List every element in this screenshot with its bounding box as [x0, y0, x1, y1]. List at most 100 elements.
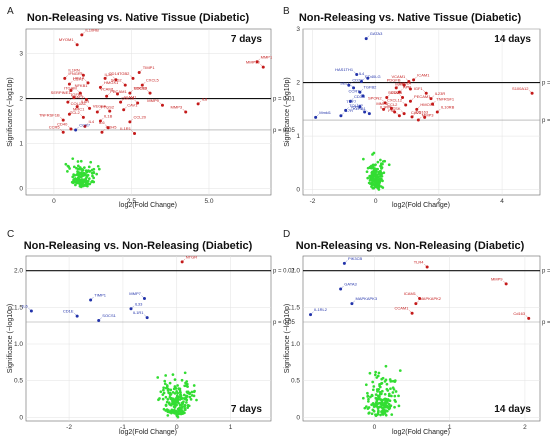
point-ns — [182, 393, 186, 397]
point-ns — [181, 397, 185, 400]
point-ns — [388, 378, 392, 381]
point-label: S100A12 — [512, 86, 529, 91]
x-tick-label: 5.0 — [204, 198, 213, 205]
panel-letter: C — [7, 229, 14, 240]
point-ns — [175, 403, 178, 407]
point-ns — [183, 396, 187, 400]
threshold-label: p = 0.05 — [273, 320, 296, 326]
point-ns — [370, 183, 374, 187]
point-ns — [78, 166, 82, 169]
point-ns — [175, 390, 178, 393]
point-ns — [185, 401, 188, 404]
label-leader — [430, 95, 435, 99]
point-ns — [367, 411, 371, 415]
point-ns — [183, 371, 187, 375]
label-leader — [141, 295, 145, 299]
point-label: CAV1 — [127, 102, 138, 107]
point-ns — [379, 382, 383, 385]
point-label: CSF1 — [73, 77, 84, 82]
point-ns — [192, 384, 196, 387]
point-ns — [166, 414, 170, 417]
point-ns — [85, 170, 88, 174]
point-ns — [387, 392, 391, 396]
point-ns — [170, 408, 174, 412]
panel-letter: B — [283, 6, 290, 17]
point-ns — [398, 369, 402, 372]
label-leader — [67, 125, 72, 130]
point-ns — [185, 380, 189, 383]
point-ns — [78, 184, 82, 188]
y-axis-label: Significance (−log10p) — [7, 304, 14, 373]
x-tick-label: 4 — [500, 198, 504, 205]
point-label: IL33 — [135, 301, 144, 306]
label-leader — [350, 98, 354, 102]
panel-letter: D — [283, 229, 290, 240]
point-ns — [180, 378, 184, 382]
point-ns — [96, 164, 100, 168]
point-ns — [385, 404, 389, 408]
label-leader — [86, 105, 90, 109]
point-label: CD40 — [57, 122, 68, 127]
point-label: SPON2 — [368, 95, 382, 100]
point-label: MMP7 — [129, 291, 141, 296]
y-tick-label: 1 — [19, 140, 23, 147]
point-ns — [376, 394, 380, 398]
point-ns — [76, 160, 80, 163]
point-label: CD1E — [63, 309, 74, 314]
label-leader — [69, 81, 73, 85]
point-ns — [89, 160, 93, 164]
point-ns — [378, 170, 382, 174]
point-ns — [73, 174, 77, 177]
point-ns — [372, 169, 376, 172]
point-ns — [394, 400, 397, 403]
panel-title: Non-Releasing vs. Non-Releasing (Diabeti… — [24, 240, 253, 252]
point-label: IL7R — [345, 108, 354, 113]
label-leader — [383, 106, 387, 110]
point-label: VEGFA — [93, 104, 107, 109]
x-tick-label: 0 — [373, 424, 377, 431]
point-label: TOLLIP — [349, 103, 363, 108]
point-ns — [77, 174, 81, 178]
label-leader — [70, 94, 75, 98]
x-tick-label: 2 — [523, 424, 527, 431]
y-tick-label: 0.5 — [14, 378, 23, 385]
y-tick-label: 1.5 — [14, 304, 23, 311]
point-label: MMP2 — [376, 101, 388, 106]
point-label: SERPINE1 — [51, 90, 72, 95]
point-ns — [166, 398, 170, 401]
label-leader — [260, 64, 264, 68]
label-leader — [131, 130, 135, 134]
label-leader — [144, 314, 148, 318]
point-ns — [397, 394, 400, 398]
point-label: IL1B — [104, 113, 113, 118]
point-label: CAV1 — [411, 110, 422, 115]
point-ns — [71, 157, 75, 161]
timepoint-label: 14 days — [494, 404, 531, 415]
label-leader — [74, 313, 78, 317]
label-leader — [142, 81, 146, 86]
point-label: IL6R — [81, 99, 90, 104]
point-ns — [387, 407, 391, 411]
label-leader — [396, 112, 400, 116]
panel-title: Non-Releasing vs. Native Tissue (Diabeti… — [299, 12, 522, 24]
point-ns — [370, 412, 374, 416]
point-ns — [380, 167, 383, 170]
point-label: SELL — [340, 80, 351, 85]
y-tick-label: 0 — [19, 414, 23, 421]
label-leader — [106, 93, 110, 97]
x-axis-label: log2(Fold Change) — [119, 429, 177, 436]
point-ns — [157, 398, 160, 402]
point-ns — [163, 379, 167, 383]
label-leader — [340, 285, 344, 290]
point-ns — [389, 387, 392, 391]
point-ns — [176, 384, 179, 387]
point-ns — [90, 171, 94, 175]
label-leader — [361, 78, 365, 82]
point-ns — [72, 177, 76, 181]
point-ns — [373, 163, 377, 167]
point-label: IL4 — [89, 119, 95, 124]
point-label: CCR7 — [349, 88, 361, 93]
point-label: KLRB1 — [353, 106, 366, 111]
point-label: TGFB1 — [70, 92, 84, 97]
point-label: MMP9 — [147, 98, 159, 103]
